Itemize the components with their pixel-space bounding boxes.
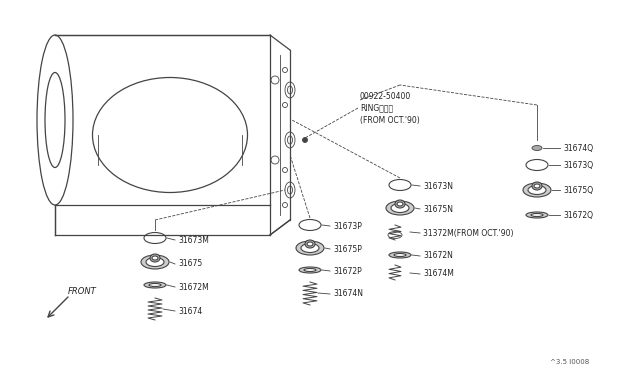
Ellipse shape (397, 202, 403, 206)
Text: 31672P: 31672P (333, 266, 362, 276)
Ellipse shape (149, 283, 161, 286)
Text: 31372M(FROM OCT.'90): 31372M(FROM OCT.'90) (423, 228, 513, 237)
Ellipse shape (307, 242, 313, 246)
Text: 31675Q: 31675Q (563, 186, 593, 195)
Text: 31672N: 31672N (423, 251, 453, 260)
Text: FRONT: FRONT (68, 288, 97, 296)
Text: 31673M: 31673M (178, 235, 209, 244)
Ellipse shape (531, 214, 543, 217)
Ellipse shape (152, 256, 158, 260)
Text: 31674: 31674 (178, 307, 202, 315)
Text: 31673P: 31673P (333, 221, 362, 231)
Ellipse shape (395, 200, 405, 208)
Ellipse shape (146, 257, 164, 266)
Ellipse shape (299, 267, 321, 273)
Ellipse shape (526, 212, 548, 218)
Ellipse shape (523, 183, 551, 197)
Ellipse shape (303, 138, 307, 142)
Ellipse shape (150, 254, 160, 262)
Text: 31674N: 31674N (333, 289, 363, 298)
Ellipse shape (391, 203, 409, 212)
Ellipse shape (144, 282, 166, 288)
Text: RINGリング: RINGリング (360, 103, 393, 112)
Ellipse shape (304, 269, 316, 272)
Ellipse shape (141, 255, 169, 269)
Text: 31673N: 31673N (423, 182, 453, 190)
Ellipse shape (534, 184, 540, 188)
Text: 31673Q: 31673Q (563, 160, 593, 170)
Ellipse shape (301, 244, 319, 253)
Text: 31675N: 31675N (423, 205, 453, 214)
Ellipse shape (386, 201, 414, 215)
Ellipse shape (532, 145, 542, 151)
Text: ^3.5 I0008: ^3.5 I0008 (550, 359, 589, 365)
Text: 00922-50400: 00922-50400 (360, 92, 412, 100)
Text: 31674M: 31674M (423, 269, 454, 279)
Text: 31675: 31675 (178, 260, 202, 269)
Ellipse shape (528, 186, 546, 195)
Ellipse shape (532, 182, 542, 190)
Ellipse shape (296, 241, 324, 255)
Ellipse shape (394, 253, 406, 257)
Text: (FROM OCT.'90): (FROM OCT.'90) (360, 115, 420, 125)
Text: 31672M: 31672M (178, 282, 209, 292)
Text: 31674Q: 31674Q (563, 144, 593, 153)
Text: 31672Q: 31672Q (563, 211, 593, 219)
Ellipse shape (305, 240, 315, 248)
Ellipse shape (389, 252, 411, 258)
Text: 31675P: 31675P (333, 244, 362, 253)
